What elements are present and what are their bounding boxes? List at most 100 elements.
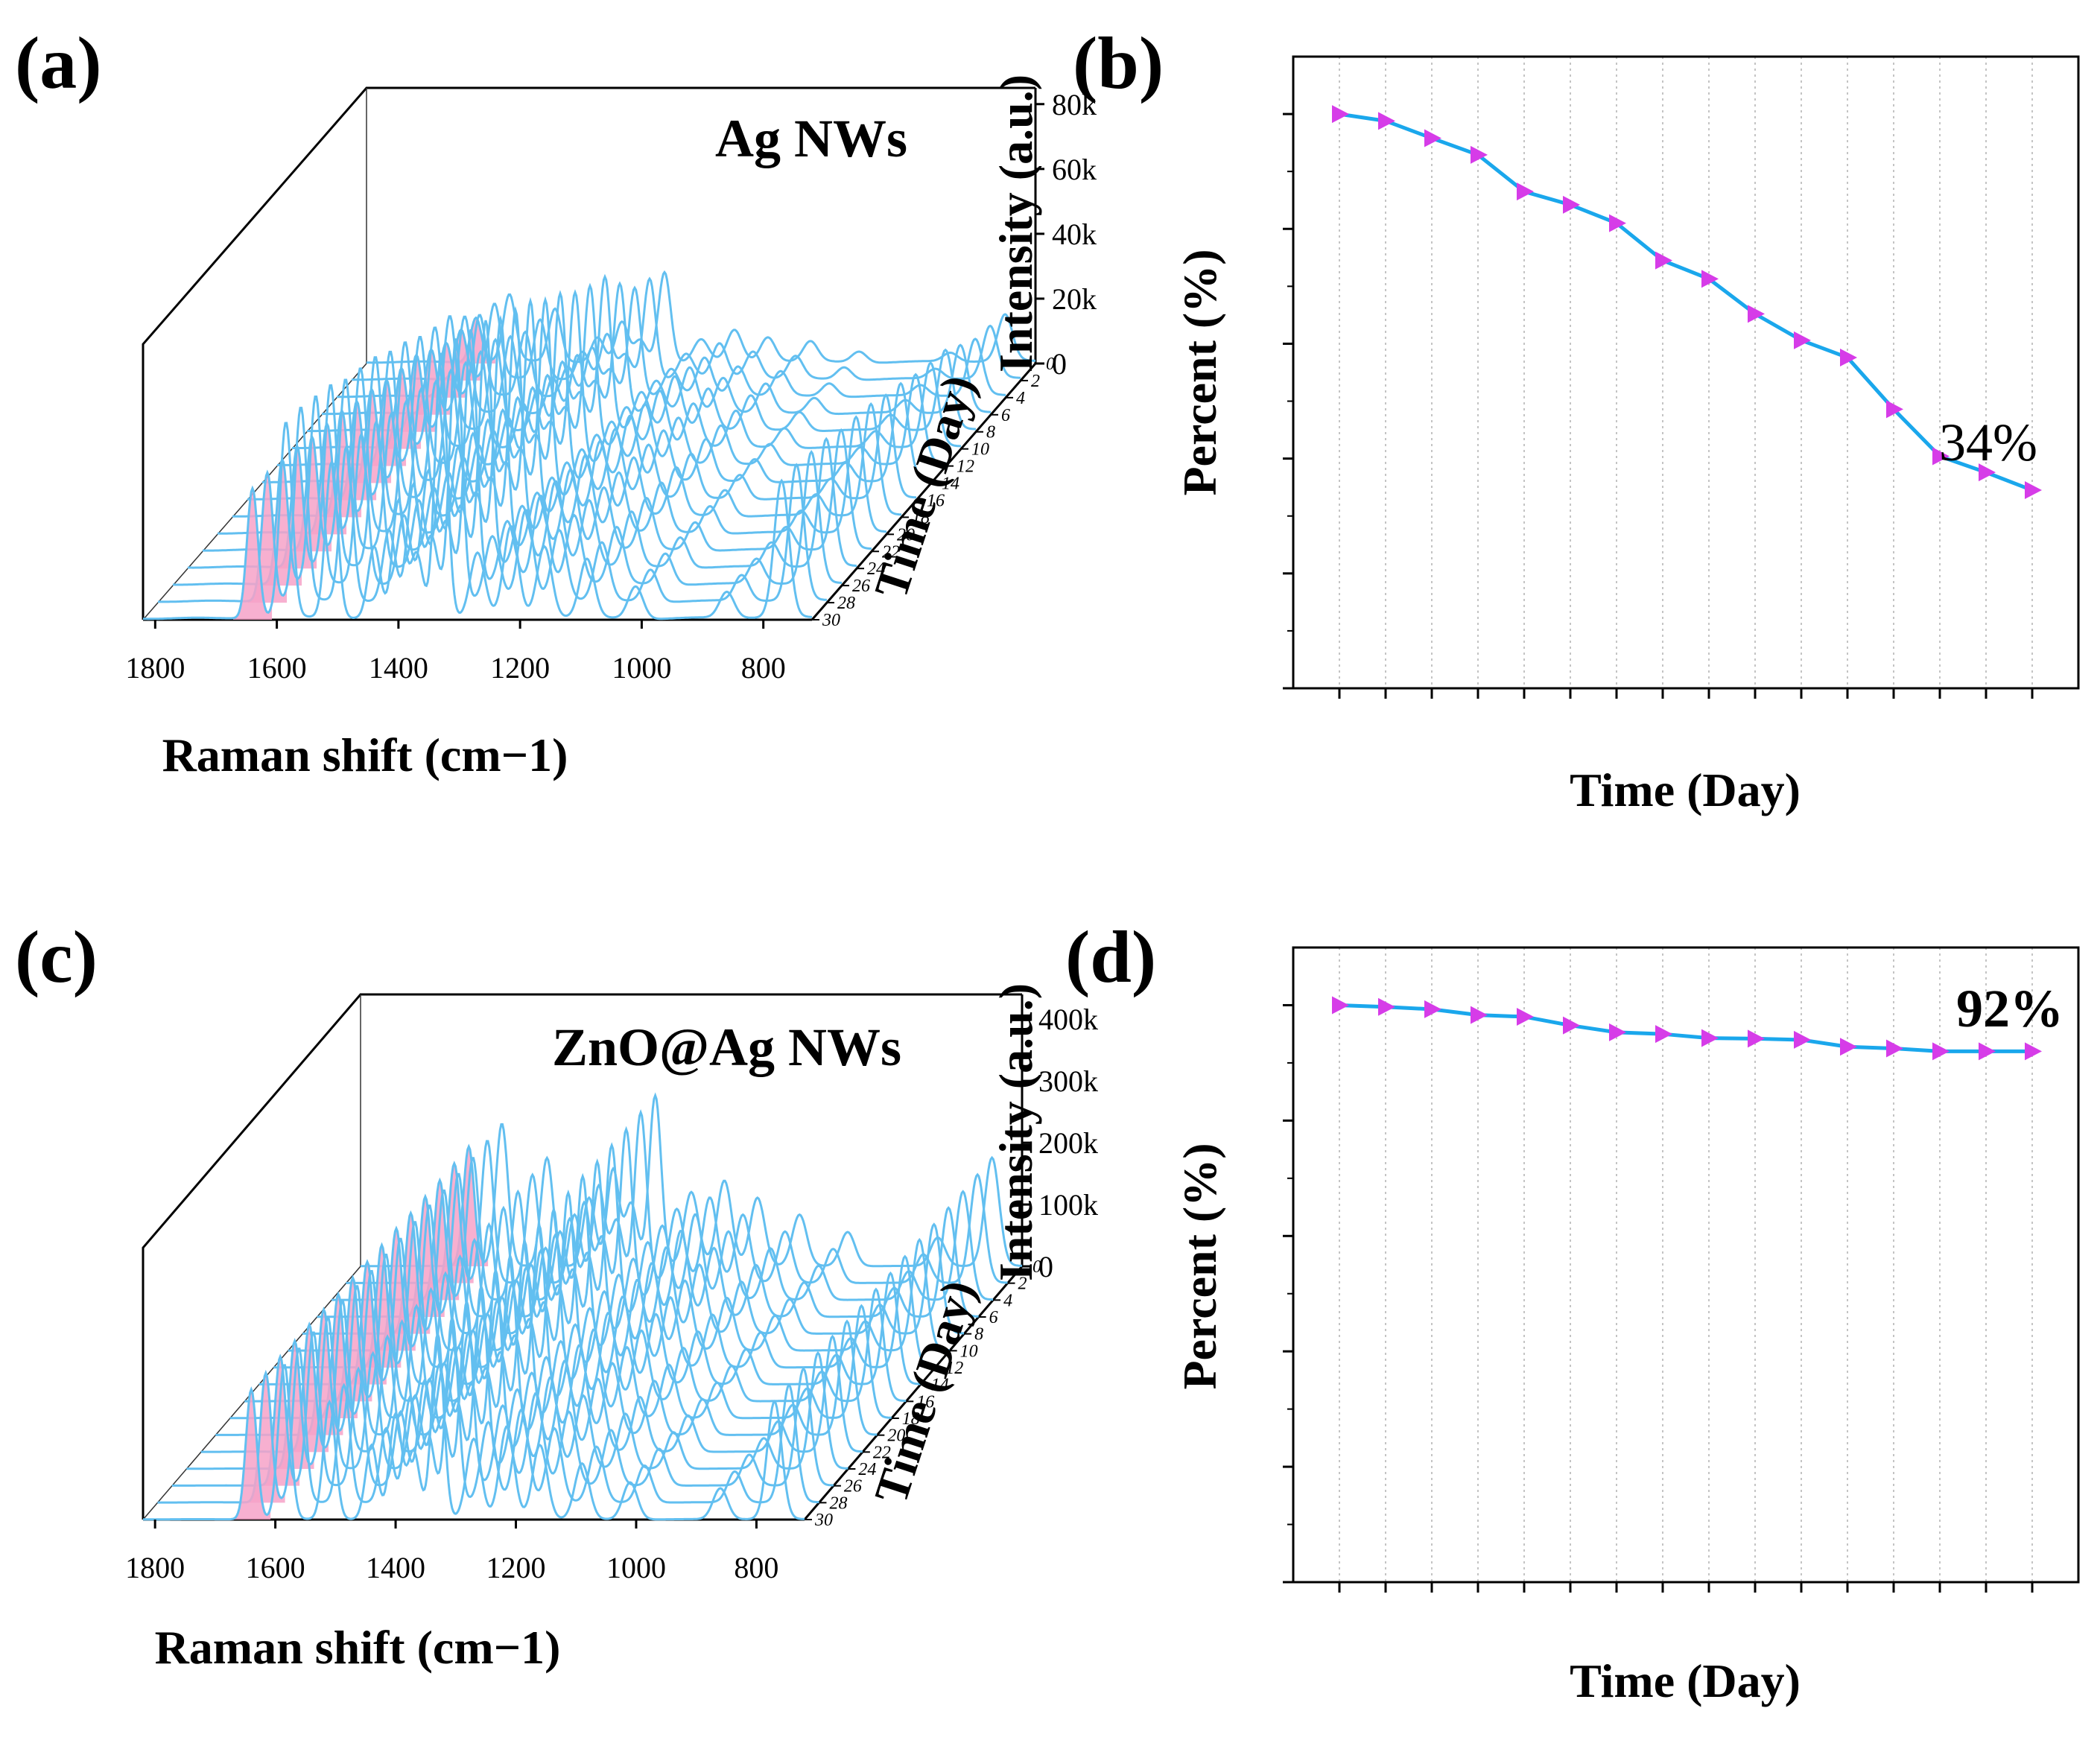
highlighted-peak-fill: [348, 1261, 387, 1385]
day-tick-label: 20: [887, 1426, 905, 1446]
y-tick-label: 0: [1052, 347, 1067, 381]
data-point-marker: [1701, 270, 1719, 288]
spectrum-line: [188, 320, 857, 569]
x-tick-label: 1800: [125, 1551, 185, 1584]
day-tick-label: 4: [1016, 389, 1025, 408]
data-point-marker: [1563, 195, 1580, 214]
highlighted-peak-fill: [261, 1356, 300, 1486]
x-tick-labels: 1800 1600 1400 1200 1000 800: [125, 620, 786, 685]
highlighted-peak-fill: [435, 1163, 474, 1283]
highlighted-peak-fill: [232, 1389, 271, 1520]
y-tick-label: 400k: [1038, 1003, 1098, 1036]
spectra-group: [143, 270, 1036, 620]
data-point-marker: [1932, 1042, 1950, 1061]
spectrum-line: [317, 1142, 979, 1318]
data-point-marker: [1563, 1016, 1580, 1035]
highlighted-peak-fill: [449, 1146, 489, 1266]
highlighted-peak-fill: [381, 368, 422, 449]
highlighted-peak-fill: [307, 423, 347, 535]
data-point-marker: [1979, 463, 1996, 482]
highlighted-peak-fill: [247, 472, 288, 603]
data-point-marker: [1517, 1007, 1534, 1026]
data-point-marker: [1332, 105, 1349, 124]
data-series: [1332, 996, 2042, 1061]
x-axis-label: Raman shift (cm−1): [162, 729, 568, 781]
highlighted-peak-fill: [377, 1228, 416, 1351]
spectrum-line: [288, 1172, 950, 1352]
highlighted-peak-fill: [406, 1196, 445, 1317]
spectrum-line: [361, 1092, 1023, 1268]
data-point-marker: [1794, 331, 1811, 349]
data-point-marker: [1378, 997, 1395, 1016]
y-tick-labels: [1283, 112, 1293, 690]
data-point-marker: [1701, 1029, 1719, 1047]
spectrum-line: [173, 328, 843, 586]
day-tick-label: 30: [822, 611, 840, 630]
data-point-marker: [1794, 1030, 1811, 1049]
highlighted-peak-fill: [304, 1310, 343, 1435]
time-axis-line: [803, 1266, 1024, 1520]
spectrum-line: [258, 1206, 921, 1385]
x-tick-label: 1400: [366, 1551, 425, 1584]
highlighted-peak-fill: [391, 1213, 431, 1334]
series-line: [1339, 112, 2033, 492]
spectrum-line: [200, 1266, 863, 1453]
day-tick-label: 2: [1018, 1275, 1027, 1294]
data-point-marker: [1840, 1038, 1857, 1056]
day-tick-label: 26: [852, 577, 870, 596]
day-tick-label: 28: [837, 594, 855, 613]
x-tick-labels: 1800 1600 1400 1200 1000 800: [125, 1520, 778, 1584]
box-edge: [142, 86, 1035, 620]
highlighted-peak-fill: [456, 317, 496, 364]
series-line: [1339, 1003, 2032, 1053]
spectrum-line: [244, 1222, 907, 1403]
x-tick-label: 1600: [247, 651, 307, 685]
data-point-marker: [1979, 1042, 1996, 1061]
y-tick-label: 0: [1038, 1250, 1053, 1283]
day-tick-label: 14: [931, 1376, 949, 1395]
day-tick-label: 6: [1001, 406, 1010, 425]
day-tick-label: 20: [897, 525, 915, 545]
highlighted-peak-fill: [367, 380, 407, 466]
day-tick-label: 4: [1003, 1291, 1012, 1310]
panel-label-d: (d): [1065, 915, 1156, 998]
x-tick-label: 1200: [490, 651, 550, 685]
highlighted-peak-fill: [275, 1341, 314, 1469]
waterfall-frame: [142, 86, 1037, 621]
grid-lines: [1339, 947, 2033, 1582]
day-tick-label: 2: [1031, 372, 1040, 391]
highlighted-peak-fill: [262, 459, 302, 586]
spectrum-line: [143, 352, 813, 620]
panel-label-a: (a): [15, 22, 102, 104]
x-tick-label: 1800: [125, 651, 185, 685]
data-point-marker: [1609, 1023, 1626, 1041]
data-point-marker: [1840, 348, 1857, 366]
x-tick-labels: [1338, 1582, 2034, 1593]
spectrum-line: [157, 1314, 819, 1504]
x-tick-label: 800: [734, 1551, 778, 1584]
y-tick-label: 300k: [1038, 1064, 1098, 1098]
spectrum-line: [143, 1330, 805, 1521]
data-point-marker: [2025, 1042, 2042, 1061]
day-tick-label: 8: [974, 1325, 983, 1345]
highlighted-peak-fill: [232, 488, 273, 620]
x-tick-label: 1000: [612, 651, 671, 685]
highlighted-peak-fill: [246, 1373, 285, 1503]
day-tick-label: 26: [844, 1477, 862, 1496]
panel-c-waterfall: (c) 1800 1600 1400 1200 1000 800 0100k200k300…: [15, 915, 1098, 1674]
y-tick-labels: 0 20k 40k 60k 80k: [1035, 88, 1097, 381]
data-point-marker: [1932, 447, 1950, 466]
highlighted-peak-fill: [426, 343, 466, 398]
day-tick-label: 22: [873, 1443, 891, 1462]
data-point-marker: [2025, 481, 2042, 500]
day-tick-label: 0: [1046, 355, 1055, 374]
data-point-marker: [1471, 1006, 1488, 1024]
final-percent-annotation: 34%: [1939, 413, 2037, 472]
y-tick-label: 100k: [1038, 1188, 1098, 1222]
panel-label-b: (b): [1073, 22, 1164, 104]
day-tick-label: 24: [867, 559, 885, 579]
spectrum-line: [337, 285, 1006, 399]
y-axis-label: Percent (%): [1173, 249, 1226, 495]
